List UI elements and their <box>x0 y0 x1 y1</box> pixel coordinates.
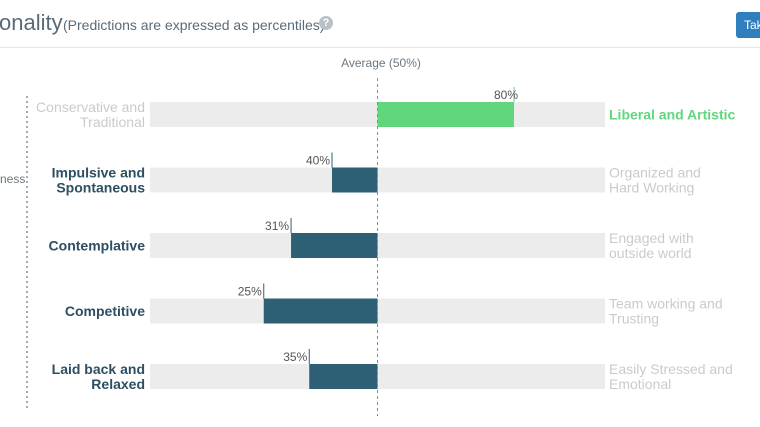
right-trait-line: Liberal and Artistic <box>609 107 736 123</box>
value-bar <box>263 298 378 324</box>
right-trait-line: Trusting <box>609 311 659 327</box>
average-label: Average (50%) <box>341 56 421 70</box>
page-title: onality <box>0 10 63 35</box>
left-trait-label: Conservative and Traditional <box>36 99 145 130</box>
value-label: 25% <box>238 285 262 299</box>
right-trait-line: outside world <box>609 245 692 261</box>
left-trait-label: Impulsive and Spontaneous <box>52 165 146 196</box>
right-trait-label: Easily Stressed and Emotional <box>609 361 733 392</box>
left-trait-line: Spontaneous <box>56 180 145 196</box>
right-trait-label: Organized and Hard Working <box>609 165 701 196</box>
left-trait-line: Contemplative <box>49 238 146 254</box>
value-bar <box>291 233 378 258</box>
left-trait-label: Contemplative <box>49 238 146 254</box>
page-subtitle: (Predictions are expressed as percentile… <box>63 17 325 33</box>
value-label: 31% <box>265 219 289 233</box>
left-trait-label: Laid back and Relaxed <box>52 361 145 392</box>
header-divider <box>0 47 760 48</box>
take-test-button[interactable]: Tak <box>736 12 760 38</box>
value-bar <box>377 102 514 127</box>
right-trait-line: Team working and <box>609 296 723 312</box>
right-trait-label: Engaged with outside world <box>609 230 694 261</box>
help-icon[interactable]: ? <box>319 16 333 30</box>
right-trait-line: Easily Stressed and <box>609 361 733 377</box>
left-trait-line: Impulsive and <box>52 165 145 181</box>
right-trait-label: Liberal and Artistic <box>609 107 736 123</box>
left-trait-line: Laid back and <box>52 361 145 377</box>
right-trait-line: Engaged with <box>609 230 694 246</box>
value-label: 80% <box>494 88 518 102</box>
left-trait-label: Competitive <box>65 303 145 319</box>
right-trait-line: Emotional <box>609 376 671 392</box>
right-trait-line: Hard Working <box>609 180 694 196</box>
value-label: 40% <box>306 154 330 168</box>
left-trait-line: Competitive <box>65 303 145 319</box>
left-trait-line: Traditional <box>80 114 145 130</box>
left-trait-line: Conservative and <box>36 99 145 115</box>
left-trait-line: Relaxed <box>91 376 145 392</box>
value-label: 35% <box>283 350 307 364</box>
value-bar <box>309 364 378 389</box>
right-trait-line: Organized and <box>609 165 701 181</box>
trait-group-label: ness <box>0 172 26 186</box>
value-bar <box>332 167 378 193</box>
right-trait-label: Team working and Trusting <box>609 296 723 327</box>
